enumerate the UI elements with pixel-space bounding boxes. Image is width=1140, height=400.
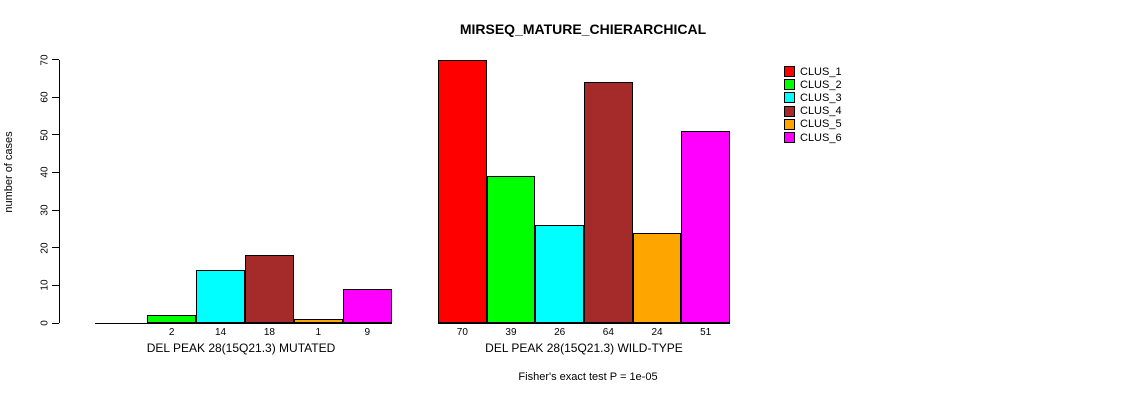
bar-value-label: 26 [554, 327, 566, 338]
bar-clus-6 [681, 131, 730, 323]
bar-clus-3 [535, 225, 584, 323]
y-axis-tick-label: 50 [39, 129, 51, 141]
y-axis-tick-label: 40 [39, 166, 51, 178]
y-axis-tick-label: 30 [39, 204, 51, 216]
y-axis-tick [52, 171, 59, 173]
bar-value-label: 18 [263, 327, 275, 338]
legend-color-swatch [784, 105, 795, 117]
legend-color-swatch [784, 79, 795, 91]
x-group-label-mutated: DEL PEAK 28(15Q21.3) MUTATED [146, 341, 336, 355]
legend-item: CLUS_4 [784, 105, 842, 118]
y-axis-tick-label: 10 [39, 279, 51, 291]
y-axis-tick-label: 20 [39, 242, 51, 254]
bar-clus-2 [147, 315, 197, 323]
y-axis-tick [52, 59, 59, 60]
bar-value-label: 64 [602, 327, 614, 338]
bar-clus-1 [438, 59, 487, 323]
chart-title: MIRSEQ_MATURE_CHIERARCHICAL [459, 21, 707, 37]
legend-item: CLUS_5 [784, 118, 842, 131]
legend-color-swatch [784, 132, 795, 144]
bar-value-label: 70 [456, 327, 468, 338]
y-axis-tick-label: 0 [39, 320, 51, 326]
legend-label: CLUS_2 [800, 78, 842, 91]
legend-color-swatch [784, 118, 795, 130]
legend: CLUS_1 CLUS_2 CLUS_3 CLUS_4 CLUS_5 CLUS_6 [784, 65, 842, 144]
bar-clus-3 [196, 270, 245, 323]
bar-value-label: 9 [364, 327, 371, 338]
y-axis-line [59, 59, 60, 323]
legend-color-swatch [784, 66, 795, 78]
y-axis-tick [52, 322, 59, 324]
legend-label: CLUS_1 [800, 65, 842, 78]
legend-label: CLUS_3 [800, 91, 842, 104]
x-baseline [438, 323, 730, 324]
y-axis-tick [52, 134, 59, 136]
bar-clus-5 [293, 319, 343, 323]
bar-clus-4 [245, 255, 294, 323]
legend-label: CLUS_6 [800, 131, 842, 144]
bar-value-label: 51 [700, 327, 712, 338]
legend-item: CLUS_2 [784, 78, 842, 91]
bar-value-label: 39 [505, 327, 517, 338]
legend-item: CLUS_3 [784, 91, 842, 104]
y-axis-tick [52, 209, 59, 211]
y-axis-label: number of cases [3, 131, 15, 213]
y-axis-tick [52, 247, 59, 249]
bar-clus-4 [584, 82, 633, 323]
y-axis-tick-label: 60 [39, 91, 51, 103]
bar-value-label: 14 [214, 327, 227, 338]
legend-label: CLUS_5 [800, 118, 842, 131]
bar-clus-5 [632, 232, 682, 323]
bar-value-label: 2 [168, 327, 175, 338]
bar-clus-6 [342, 289, 392, 323]
y-axis-tick-label: 70 [39, 53, 51, 66]
bar-clus-2 [486, 176, 536, 323]
legend-label: CLUS_4 [800, 105, 842, 118]
bar-value-label: 24 [651, 327, 663, 338]
legend-item: CLUS_1 [784, 65, 842, 78]
y-axis-tick [52, 284, 59, 286]
fisher-test-caption: Fisher's exact test P = 1e-05 [518, 371, 658, 383]
x-group-label-wildtype: DEL PEAK 28(15Q21.3) WILD-TYPE [485, 341, 683, 355]
y-axis-tick [52, 96, 59, 98]
bar-value-label: 1 [315, 327, 322, 338]
x-baseline [95, 323, 392, 324]
legend-color-swatch [784, 92, 795, 104]
legend-item: CLUS_6 [784, 131, 842, 144]
